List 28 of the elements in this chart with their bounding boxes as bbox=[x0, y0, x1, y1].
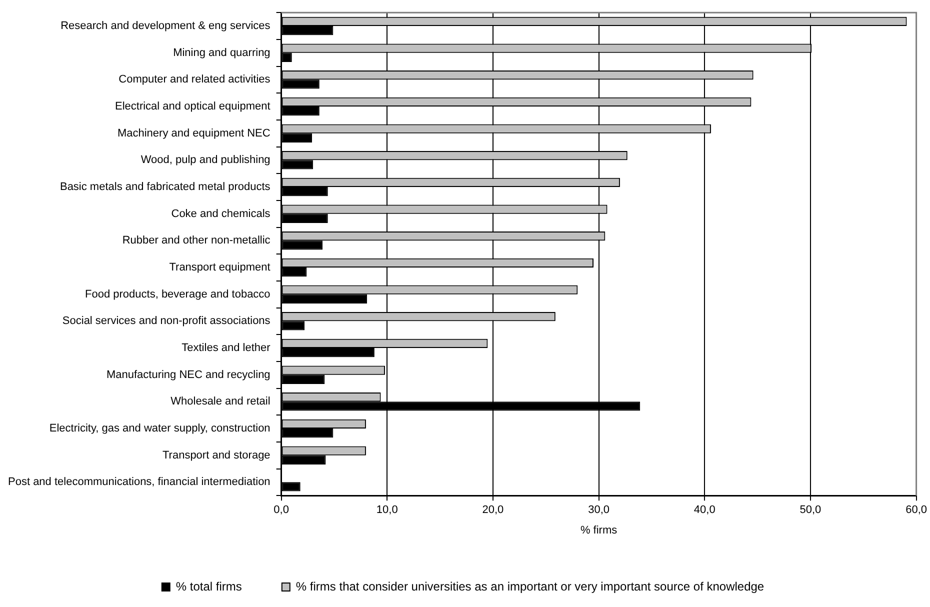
x-tick-label: 30,0 bbox=[588, 504, 610, 516]
y-tick-label: Manufacturing NEC and recycling bbox=[106, 368, 270, 381]
y-tick-label: Computer and related activities bbox=[118, 74, 271, 86]
y-tick-label: Wholesale and retail bbox=[170, 396, 270, 408]
y-tick-label: Wood, pulp and publishing bbox=[140, 154, 270, 166]
y-tick-label: Research and development & eng services bbox=[60, 20, 271, 32]
y-tick-label: Transport equipment bbox=[169, 262, 270, 274]
x-tick-label: 10,0 bbox=[376, 504, 398, 516]
x-tick-label: 20,0 bbox=[482, 504, 504, 516]
y-tick-label: Electrical and optical equipment bbox=[114, 100, 270, 113]
x-tick-label: 60,0 bbox=[906, 504, 928, 516]
y-tick-label: Textiles and lether bbox=[182, 342, 271, 354]
legend-label: % firms that consider universities as an important or very important source of knowledge bbox=[296, 579, 764, 594]
y-tick-label: Social services and non-profit associations bbox=[62, 315, 271, 328]
y-tick-label: Coke and chemicals bbox=[171, 208, 271, 220]
y-tick-label: Post and telecommunications, financial intermediation bbox=[8, 476, 270, 488]
x-tick-label: 40,0 bbox=[694, 504, 716, 516]
y-tick-label: Electricity, gas and water supply, construction bbox=[49, 422, 270, 435]
y-tick-label: Food products, beverage and tobacco bbox=[85, 288, 270, 300]
x-axis-title: % firms bbox=[580, 524, 618, 536]
y-tick-label: Transport and storage bbox=[162, 449, 270, 462]
y-tick-label: Machinery and equipment NEC bbox=[117, 127, 270, 140]
x-tick-label: 0,0 bbox=[274, 504, 289, 516]
y-tick-label: Mining and quarring bbox=[173, 46, 270, 59]
legend-label: % total firms bbox=[176, 579, 242, 594]
y-tick-label: Basic metals and fabricated metal products bbox=[60, 181, 271, 194]
x-tick-label: 50,0 bbox=[800, 504, 822, 516]
y-tick-label: Rubber and other non-metallic bbox=[122, 234, 271, 247]
